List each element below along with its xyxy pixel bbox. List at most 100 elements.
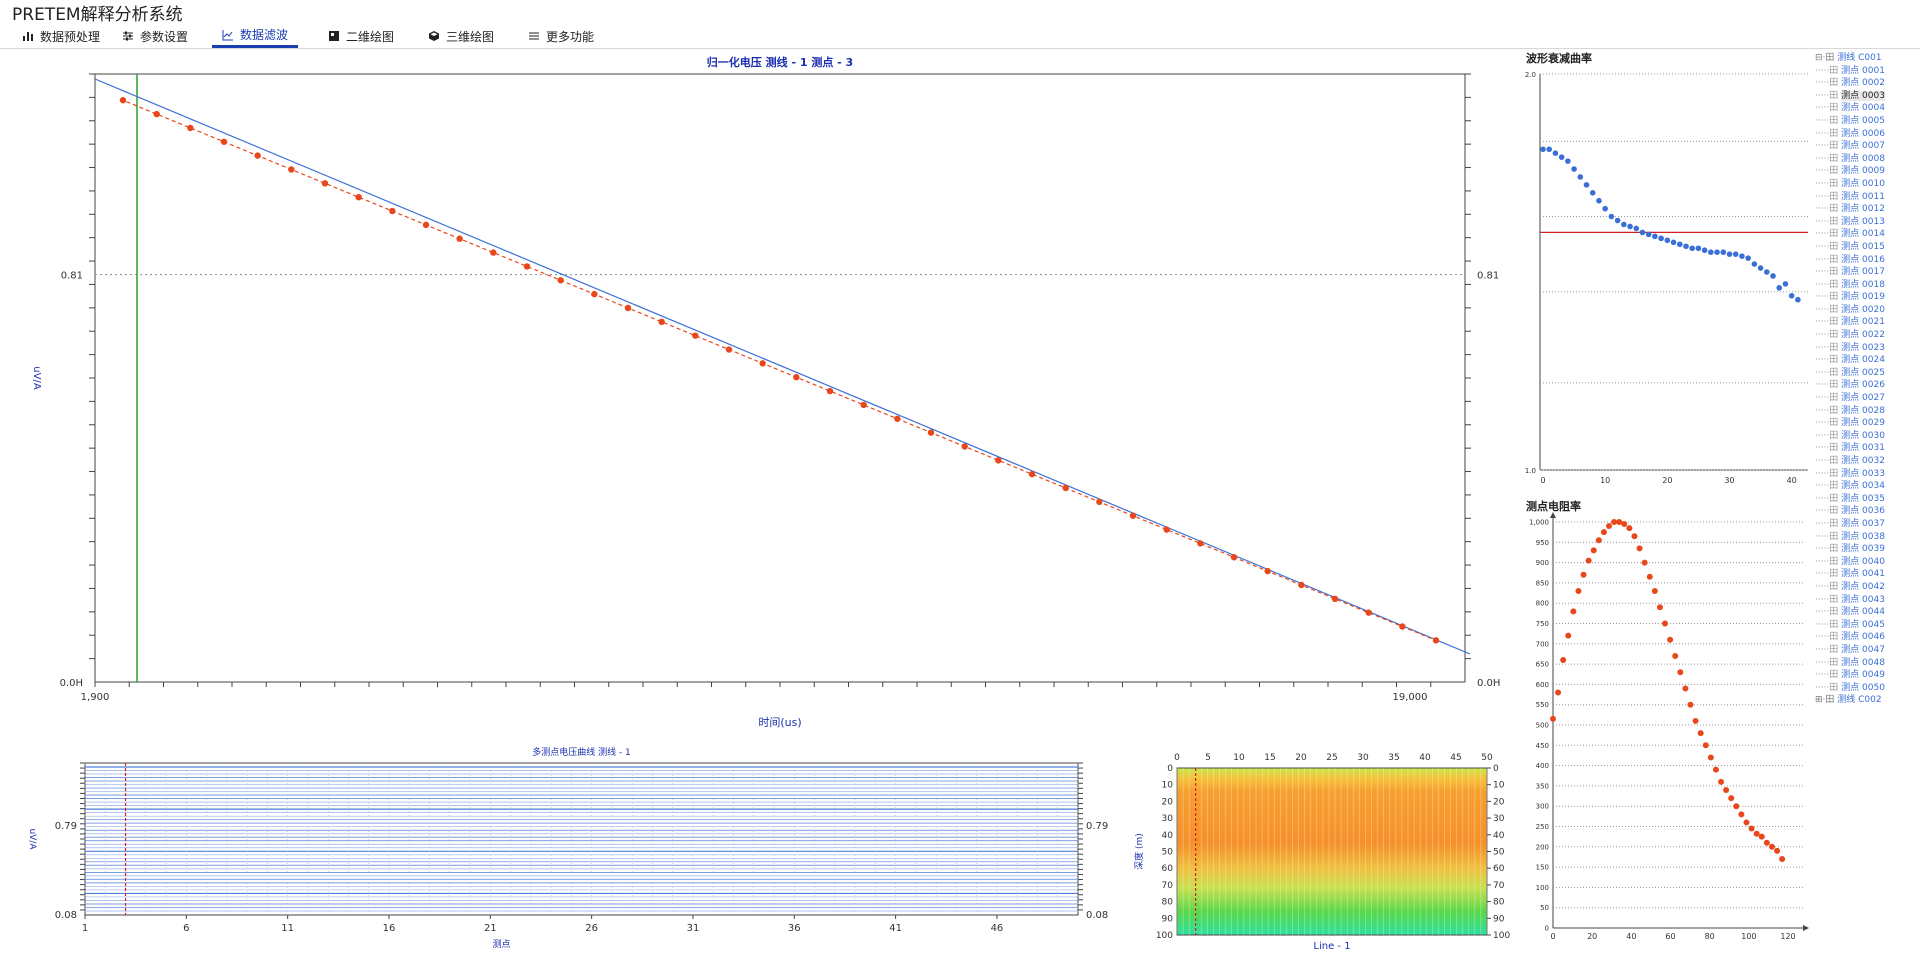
tree-node-point[interactable]: ·····田 测点 0009	[1815, 165, 1920, 178]
tree-node-point[interactable]: ·····田 测点 0001	[1815, 65, 1920, 78]
decay-point[interactable]	[1608, 213, 1615, 220]
tree-node-point[interactable]: ·····田 测点 0039	[1815, 543, 1920, 556]
tree-node-point[interactable]: ·····田 测点 0048	[1815, 657, 1920, 670]
tree-node-point[interactable]: ·····田 测点 0023	[1815, 342, 1920, 355]
resistivity-point[interactable]	[1646, 573, 1653, 580]
tree-node-point[interactable]: ·····田 测点 0043	[1815, 594, 1920, 607]
decay-point[interactable]	[1596, 197, 1602, 204]
data-point[interactable]	[1432, 637, 1440, 644]
data-point[interactable]	[1163, 526, 1170, 533]
tree-node-point[interactable]: ·····田 测点 0042	[1815, 581, 1920, 594]
data-point[interactable]	[1331, 595, 1339, 603]
tree-node-point[interactable]: ·····田 测点 0036	[1815, 505, 1920, 518]
resistivity-point[interactable]	[1702, 742, 1709, 749]
resistivity-point[interactable]	[1718, 778, 1725, 785]
tree-node-point[interactable]: ·····田 测点 0050	[1815, 682, 1920, 695]
tree-node-point[interactable]: ·····田 测点 0045	[1815, 619, 1920, 632]
resistivity-point[interactable]	[1555, 689, 1562, 696]
tree-node-point[interactable]: ·····田 测点 0025	[1815, 367, 1920, 380]
data-point[interactable]	[894, 415, 901, 422]
toolbar-preprocess-button[interactable]: 数据预处理	[12, 24, 110, 48]
data-point[interactable]	[624, 304, 632, 312]
heatmap-field[interactable]	[1176, 767, 1488, 936]
resistivity-chart[interactable]: 测点电阻率05010015020025030035040045050055060…	[1518, 498, 1810, 955]
decay-point[interactable]	[1782, 281, 1789, 287]
resistivity-point[interactable]	[1763, 839, 1770, 846]
data-point[interactable]	[355, 193, 362, 201]
resistivity-point[interactable]	[1697, 730, 1704, 737]
data-point[interactable]	[422, 221, 430, 229]
toolbar-plot2d-button[interactable]: 二维绘图	[318, 24, 404, 48]
decay-point[interactable]	[1577, 174, 1584, 180]
tree-node-point[interactable]: ·····田 测点 0013	[1815, 216, 1920, 229]
decay-point[interactable]	[1751, 261, 1758, 267]
resistivity-point[interactable]	[1753, 830, 1760, 837]
data-point[interactable]	[1028, 470, 1036, 478]
decay-point[interactable]	[1732, 251, 1739, 257]
data-point[interactable]	[1365, 609, 1372, 616]
decay-point[interactable]	[1652, 233, 1658, 240]
decay-point[interactable]	[1689, 245, 1696, 252]
data-point[interactable]	[1062, 484, 1069, 492]
decay-point[interactable]	[1583, 182, 1590, 188]
tree-node-point[interactable]: ·····田 测点 0033	[1815, 468, 1920, 481]
decay-point[interactable]	[1627, 223, 1633, 230]
data-point[interactable]	[523, 263, 531, 270]
decay-point[interactable]	[1589, 190, 1596, 196]
decay-point[interactable]	[1714, 249, 1720, 255]
tree-node-point[interactable]: ·····田 测点 0008	[1815, 153, 1920, 166]
resistivity-point[interactable]	[1570, 608, 1577, 615]
data-point[interactable]	[1298, 581, 1305, 589]
multi-point-voltage-chart[interactable]: 多测点电压曲线 测线 - 10.790.080.790.081 6 11 16 21 26…	[0, 740, 1110, 955]
decay-point[interactable]	[1739, 253, 1745, 259]
data-point[interactable]	[860, 401, 867, 409]
survey-tree[interactable]: ⊟·田 测线 C001 ·····田 测点 0001 ·····田 测点 000…	[1815, 52, 1920, 947]
decay-point[interactable]	[1788, 292, 1795, 299]
tree-node-line-c001[interactable]: ⊟·田 测线 C001	[1815, 52, 1920, 65]
resistivity-point[interactable]	[1733, 803, 1740, 810]
tree-node-point[interactable]: ·····田 测点 0038	[1815, 531, 1920, 544]
data-point[interactable]	[759, 360, 766, 367]
tree-node-point[interactable]: ·····田 测点 0030	[1815, 430, 1920, 443]
tree-node-point[interactable]: ·····田 测点 0037	[1815, 518, 1920, 531]
decay-point[interactable]	[1633, 225, 1640, 232]
tree-node-point[interactable]: ·····田 测点 0018	[1815, 279, 1920, 292]
decay-point[interactable]	[1764, 269, 1770, 275]
data-point[interactable]	[725, 346, 733, 353]
decay-point[interactable]	[1726, 251, 1733, 257]
resistivity-point[interactable]	[1606, 523, 1613, 530]
resistivity-point[interactable]	[1672, 652, 1679, 659]
tree-node-point[interactable]: ·····田 测点 0044	[1815, 606, 1920, 619]
tree-node-point[interactable]: ·····田 测点 0029	[1815, 417, 1920, 430]
decay-point[interactable]	[1757, 265, 1764, 271]
resistivity-point[interactable]	[1575, 588, 1582, 595]
tree-node-point[interactable]: ·····田 测点 0024	[1815, 354, 1920, 367]
data-point[interactable]	[321, 180, 329, 187]
data-point[interactable]	[961, 443, 968, 450]
tree-node-point[interactable]: ·····田 测点 0016	[1815, 254, 1920, 267]
resistivity-point[interactable]	[1707, 754, 1714, 761]
data-point[interactable]	[1399, 623, 1406, 630]
resistivity-point[interactable]	[1656, 604, 1663, 611]
tree-node-point[interactable]: ·····田 测点 0005	[1815, 115, 1920, 128]
tree-node-point[interactable]: ·····田 测点 0022	[1815, 329, 1920, 342]
tree-node-point[interactable]: ·····田 测点 0027	[1815, 392, 1920, 405]
decay-point[interactable]	[1701, 247, 1708, 254]
tree-node-point[interactable]: ·····田 测点 0026	[1815, 379, 1920, 392]
resistivity-point[interactable]	[1636, 545, 1643, 552]
data-point[interactable]	[1264, 567, 1271, 575]
data-point[interactable]	[927, 429, 935, 436]
resistivity-point[interactable]	[1651, 588, 1658, 595]
tree-node-point[interactable]: ·····田 测点 0015	[1815, 241, 1920, 254]
tree-node-point[interactable]: ·····田 测点 0004	[1815, 102, 1920, 115]
resistivity-point[interactable]	[1723, 786, 1730, 793]
resistivity-point[interactable]	[1560, 657, 1567, 664]
data-point[interactable]	[1230, 554, 1238, 561]
data-point[interactable]	[1197, 540, 1204, 547]
decay-point[interactable]	[1664, 237, 1671, 244]
tree-node-point[interactable]: ·····田 测点 0040	[1815, 556, 1920, 569]
resistivity-point[interactable]	[1677, 669, 1684, 676]
tree-node-point[interactable]: ·····田 测点 0031	[1815, 442, 1920, 455]
data-point[interactable]	[826, 387, 834, 395]
resistivity-point[interactable]	[1768, 843, 1775, 850]
